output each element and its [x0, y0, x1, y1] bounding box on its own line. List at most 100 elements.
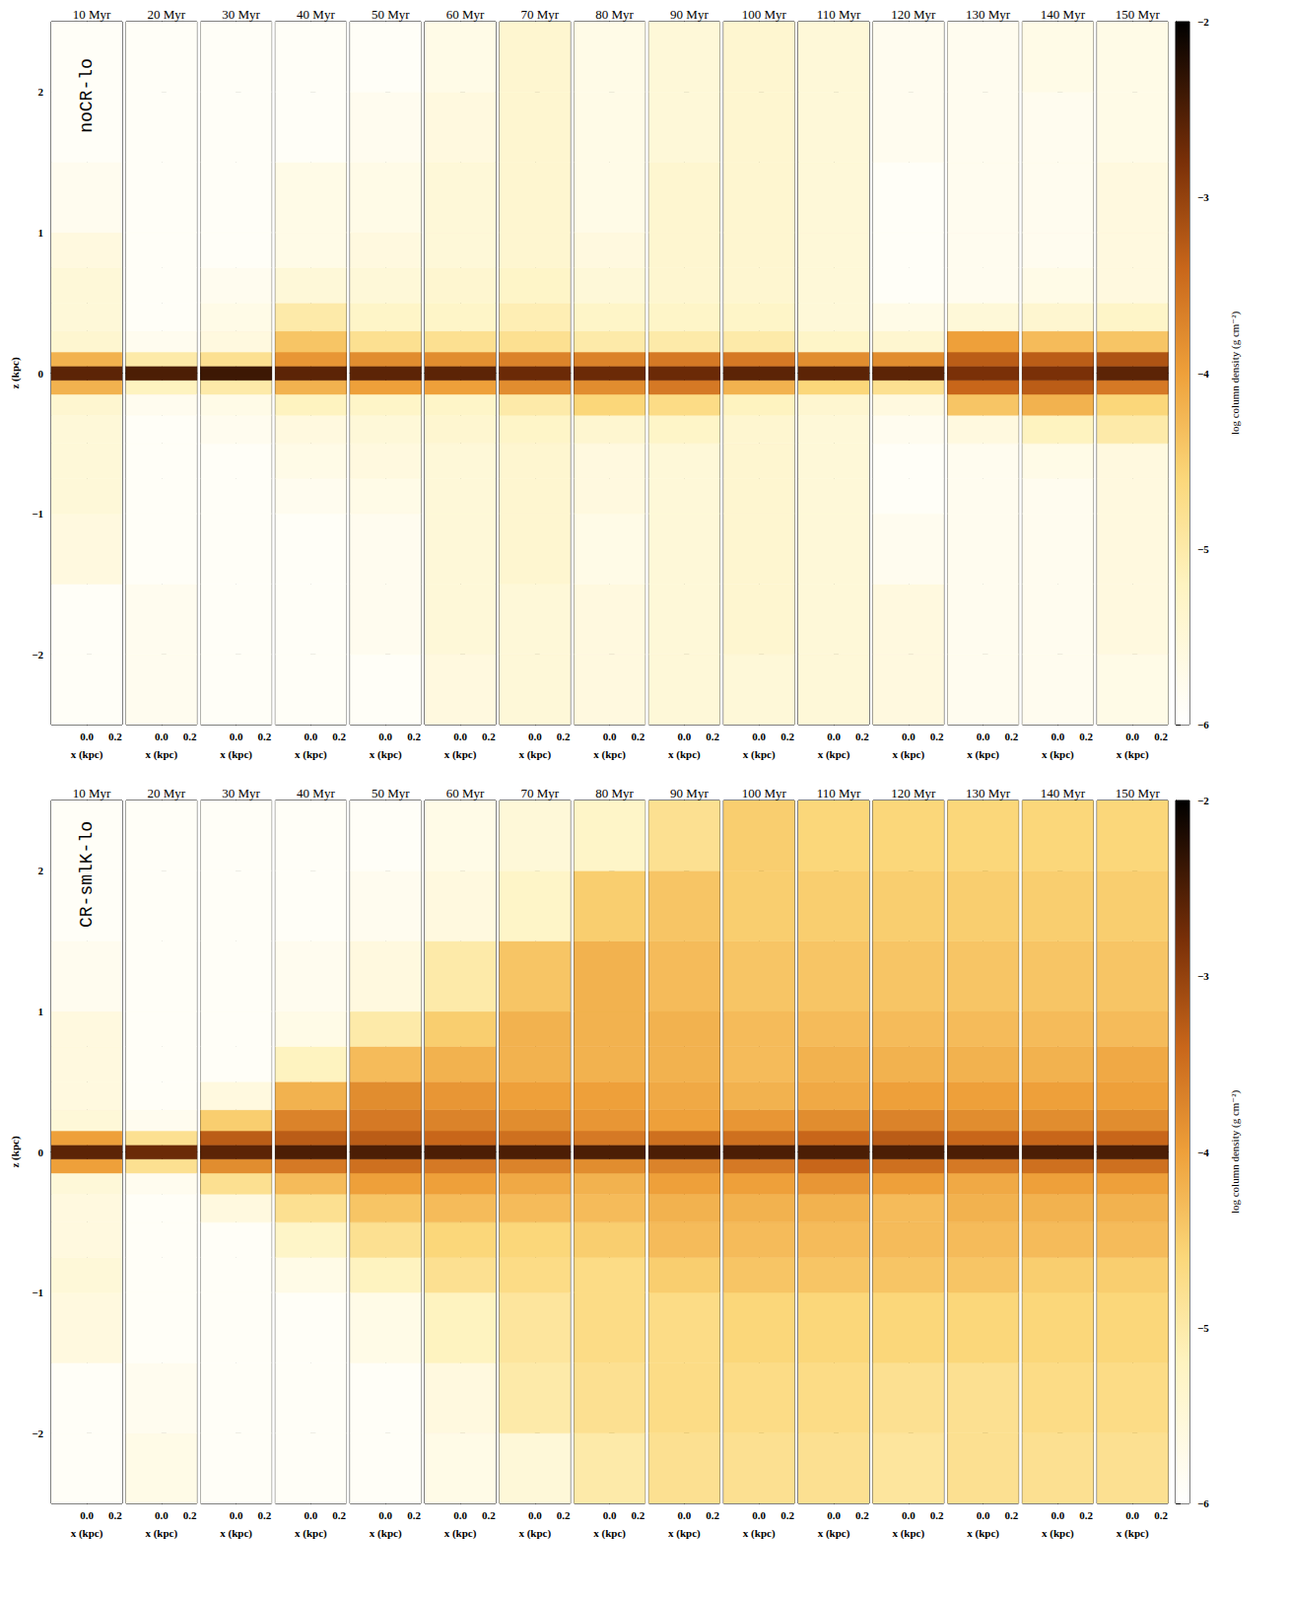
- svg-text:x (kpc): x (kpc): [817, 747, 851, 761]
- svg-text:0.2: 0.2: [556, 730, 571, 743]
- svg-text:0.0: 0.0: [1125, 1508, 1140, 1521]
- svg-text:x (kpc): x (kpc): [1041, 747, 1075, 761]
- svg-text:130 Myr: 130 Myr: [965, 785, 1012, 801]
- svg-text:0.2: 0.2: [1005, 1508, 1019, 1521]
- svg-text:110 Myr: 110 Myr: [816, 785, 862, 801]
- svg-text:0.2: 0.2: [1153, 1508, 1168, 1521]
- svg-text:0.0: 0.0: [453, 1508, 468, 1521]
- svg-text:−6: −6: [1197, 1496, 1210, 1509]
- svg-text:0.0: 0.0: [976, 1508, 991, 1521]
- svg-text:x (kpc): x (kpc): [593, 747, 626, 761]
- svg-text:0.0: 0.0: [453, 730, 468, 743]
- svg-text:0.2: 0.2: [183, 730, 198, 743]
- svg-text:30 Myr: 30 Myr: [221, 6, 261, 22]
- svg-text:x (kpc): x (kpc): [593, 1526, 626, 1540]
- svg-text:2: 2: [38, 85, 45, 98]
- svg-text:x (kpc): x (kpc): [1116, 1526, 1150, 1540]
- svg-text:0.0: 0.0: [528, 1508, 543, 1521]
- svg-text:0.0: 0.0: [1051, 730, 1066, 743]
- svg-text:140 Myr: 140 Myr: [1040, 6, 1086, 22]
- svg-text:0.2: 0.2: [1079, 1508, 1093, 1521]
- svg-text:−2: −2: [1197, 15, 1210, 28]
- svg-text:0.2: 0.2: [855, 1508, 870, 1521]
- svg-text:log column density (g cm⁻²): log column density (g cm⁻²): [1228, 1089, 1242, 1215]
- svg-text:0.0: 0.0: [751, 730, 766, 743]
- svg-text:−5: −5: [1197, 1321, 1210, 1334]
- svg-text:0.2: 0.2: [258, 1508, 272, 1521]
- svg-text:0.0: 0.0: [826, 1508, 841, 1521]
- svg-text:x (kpc): x (kpc): [144, 747, 178, 761]
- svg-text:log column density (g cm⁻²): log column density (g cm⁻²): [1228, 311, 1242, 436]
- svg-text:70 Myr: 70 Myr: [520, 6, 559, 22]
- svg-text:0.0: 0.0: [976, 730, 991, 743]
- svg-text:0.0: 0.0: [528, 730, 543, 743]
- svg-text:x (kpc): x (kpc): [369, 747, 403, 761]
- svg-text:0.2: 0.2: [705, 1508, 720, 1521]
- svg-text:0.2: 0.2: [855, 730, 870, 743]
- svg-text:0.0: 0.0: [1051, 1508, 1066, 1521]
- svg-text:120 Myr: 120 Myr: [890, 6, 937, 22]
- svg-text:90 Myr: 90 Myr: [670, 6, 709, 22]
- svg-text:150 Myr: 150 Myr: [1115, 785, 1161, 801]
- svg-text:0.2: 0.2: [332, 1508, 346, 1521]
- svg-text:0.0: 0.0: [154, 730, 169, 743]
- svg-text:0.2: 0.2: [1153, 730, 1168, 743]
- svg-text:100 Myr: 100 Myr: [742, 785, 788, 801]
- svg-text:x (kpc): x (kpc): [668, 1526, 701, 1540]
- svg-text:2: 2: [38, 864, 45, 877]
- svg-text:0.0: 0.0: [304, 1508, 319, 1521]
- svg-text:0.2: 0.2: [930, 730, 945, 743]
- svg-text:0.0: 0.0: [79, 1508, 94, 1521]
- svg-text:x (kpc): x (kpc): [743, 1526, 776, 1540]
- svg-text:x (kpc): x (kpc): [518, 747, 551, 761]
- svg-text:1: 1: [38, 1005, 45, 1018]
- svg-text:0.0: 0.0: [378, 730, 393, 743]
- svg-text:30 Myr: 30 Myr: [221, 785, 261, 801]
- svg-text:−1: −1: [31, 507, 44, 520]
- svg-text:0.0: 0.0: [154, 1508, 169, 1521]
- svg-text:90 Myr: 90 Myr: [670, 785, 709, 801]
- svg-text:10 Myr: 10 Myr: [72, 785, 112, 801]
- svg-text:0.0: 0.0: [826, 730, 841, 743]
- svg-text:−4: −4: [1197, 367, 1210, 380]
- svg-text:0.2: 0.2: [1005, 730, 1019, 743]
- svg-text:60 Myr: 60 Myr: [446, 6, 485, 22]
- svg-text:0.0: 0.0: [79, 730, 94, 743]
- svg-text:0.2: 0.2: [1079, 730, 1093, 743]
- svg-text:70 Myr: 70 Myr: [520, 785, 559, 801]
- svg-text:0.0: 0.0: [678, 1508, 692, 1521]
- svg-text:0.0: 0.0: [229, 1508, 244, 1521]
- svg-text:140 Myr: 140 Myr: [1040, 785, 1086, 801]
- svg-text:x (kpc): x (kpc): [219, 1526, 253, 1540]
- svg-text:0.0: 0.0: [678, 730, 692, 743]
- svg-text:−3: −3: [1197, 191, 1210, 204]
- svg-text:0.2: 0.2: [780, 1508, 795, 1521]
- svg-text:−6: −6: [1197, 718, 1210, 731]
- svg-text:x (kpc): x (kpc): [966, 1526, 1000, 1540]
- svg-text:50 Myr: 50 Myr: [371, 6, 410, 22]
- svg-text:x (kpc): x (kpc): [294, 1526, 328, 1540]
- svg-text:x (kpc): x (kpc): [891, 747, 925, 761]
- svg-text:0.2: 0.2: [631, 1508, 646, 1521]
- svg-text:−3: −3: [1197, 969, 1210, 982]
- svg-text:150 Myr: 150 Myr: [1115, 6, 1161, 22]
- svg-text:x (kpc): x (kpc): [144, 1526, 178, 1540]
- svg-text:0.2: 0.2: [930, 1508, 945, 1521]
- svg-text:0.2: 0.2: [332, 730, 346, 743]
- svg-text:x (kpc): x (kpc): [743, 747, 776, 761]
- svg-text:80 Myr: 80 Myr: [595, 6, 634, 22]
- svg-text:0.2: 0.2: [258, 730, 272, 743]
- svg-text:−2: −2: [31, 1426, 44, 1439]
- svg-text:40 Myr: 40 Myr: [296, 6, 336, 22]
- svg-text:CR-smlK-lo: CR-smlK-lo: [76, 820, 97, 928]
- svg-text:−2: −2: [1197, 794, 1210, 807]
- svg-text:x (kpc): x (kpc): [70, 1526, 104, 1540]
- svg-text:0.2: 0.2: [631, 730, 646, 743]
- svg-text:120 Myr: 120 Myr: [890, 785, 937, 801]
- svg-text:0.2: 0.2: [183, 1508, 198, 1521]
- svg-text:z (kpc): z (kpc): [8, 356, 22, 389]
- svg-text:−5: −5: [1197, 542, 1210, 555]
- svg-text:0.0: 0.0: [603, 1508, 617, 1521]
- svg-text:100 Myr: 100 Myr: [742, 6, 788, 22]
- svg-text:10 Myr: 10 Myr: [72, 6, 112, 22]
